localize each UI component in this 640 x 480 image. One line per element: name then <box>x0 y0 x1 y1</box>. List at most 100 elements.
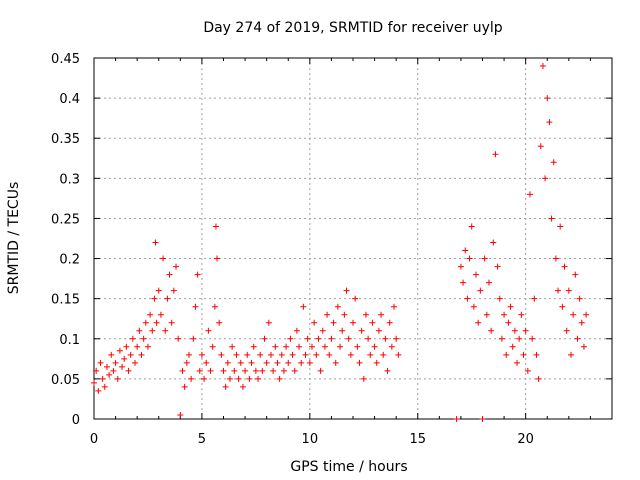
data-point <box>302 351 309 358</box>
data-point <box>350 319 356 326</box>
data-point <box>97 359 104 366</box>
data-point <box>157 311 164 318</box>
data-point <box>160 255 167 262</box>
data-point <box>190 335 197 342</box>
data-point <box>272 343 279 350</box>
data-point <box>548 215 555 222</box>
data-point <box>123 343 130 350</box>
data-point <box>520 351 527 358</box>
data-point <box>580 343 587 350</box>
data-point <box>248 359 255 366</box>
data-point <box>466 255 473 262</box>
data-point <box>142 319 149 326</box>
data-point <box>555 287 562 294</box>
data-point <box>250 343 257 350</box>
data-point <box>362 311 369 318</box>
data-point <box>116 347 123 354</box>
data-point <box>296 343 303 350</box>
data-point <box>125 367 132 374</box>
data-point <box>255 375 262 382</box>
data-point <box>457 263 464 270</box>
data-point <box>583 311 590 318</box>
data-point <box>168 319 175 326</box>
data-point <box>373 359 380 366</box>
data-point <box>270 367 277 374</box>
data-point <box>196 367 203 374</box>
data-point <box>205 327 212 334</box>
data-point <box>166 271 173 278</box>
x-tick-label: 10 <box>302 432 319 447</box>
data-point <box>209 343 216 350</box>
y-tick-label: 0 <box>72 413 80 428</box>
data-point <box>259 367 266 374</box>
data-point <box>293 327 300 334</box>
data-point <box>522 327 529 334</box>
data-point <box>485 279 492 286</box>
data-point <box>490 239 497 246</box>
data-point <box>218 351 225 358</box>
data-point <box>211 303 218 310</box>
data-point <box>356 359 363 366</box>
data-point <box>112 359 119 366</box>
data-point <box>147 311 154 318</box>
y-tick-label: 0.2 <box>59 253 80 268</box>
data-point <box>578 319 585 326</box>
data-point <box>175 335 182 342</box>
data-point <box>179 367 186 374</box>
data-point <box>257 351 264 358</box>
data-point <box>516 335 523 342</box>
data-point <box>304 335 311 342</box>
data-point <box>535 375 542 382</box>
chart-title: Day 274 of 2019, SRMTID for receiver uyl… <box>203 20 502 36</box>
data-point <box>201 375 208 382</box>
data-point <box>559 303 566 310</box>
data-point <box>378 311 385 318</box>
data-point <box>360 375 367 382</box>
data-point <box>369 319 376 326</box>
data-point <box>252 367 259 374</box>
data-point <box>229 343 236 350</box>
data-point <box>393 335 400 342</box>
y-tick-label: 0.4 <box>59 92 80 107</box>
data-point <box>473 271 480 278</box>
data-point <box>542 175 549 182</box>
data-point <box>544 95 551 102</box>
data-point <box>214 255 221 262</box>
data-point <box>319 327 326 334</box>
data-point <box>283 343 290 350</box>
y-tick-label: 0.15 <box>51 293 80 308</box>
data-point <box>216 319 223 326</box>
data-point <box>375 327 382 334</box>
data-point <box>291 367 298 374</box>
data-point <box>537 143 544 150</box>
data-point <box>328 335 335 342</box>
data-point <box>339 327 346 334</box>
data-point <box>220 367 227 374</box>
data-point <box>358 327 365 334</box>
x-tick-label: 20 <box>517 432 534 447</box>
data-point <box>185 351 192 358</box>
axis-ticks: 0 5 10 15 20 0 0.05 0.1 0.15 0.2 0.25 0.3 0.35 0.4 0.4… <box>51 52 612 447</box>
data-point <box>121 355 128 362</box>
data-point <box>285 359 292 366</box>
data-point <box>244 351 251 358</box>
data-point <box>479 416 486 422</box>
data-point <box>239 383 246 390</box>
data-point <box>170 287 177 294</box>
data-point <box>496 295 503 302</box>
data-point <box>114 375 121 382</box>
data-point <box>326 351 333 358</box>
x-tick-label: 0 <box>90 432 98 447</box>
data-point <box>492 151 499 158</box>
data-point <box>237 359 244 366</box>
data-point <box>354 343 361 350</box>
y-tick-label: 0.45 <box>51 52 80 67</box>
data-point <box>226 375 233 382</box>
data-point <box>194 271 201 278</box>
data-point <box>481 255 488 262</box>
data-point <box>103 363 110 370</box>
data-point <box>99 375 106 382</box>
data-point <box>352 295 359 302</box>
data-point <box>470 303 477 310</box>
data-point <box>524 367 531 374</box>
